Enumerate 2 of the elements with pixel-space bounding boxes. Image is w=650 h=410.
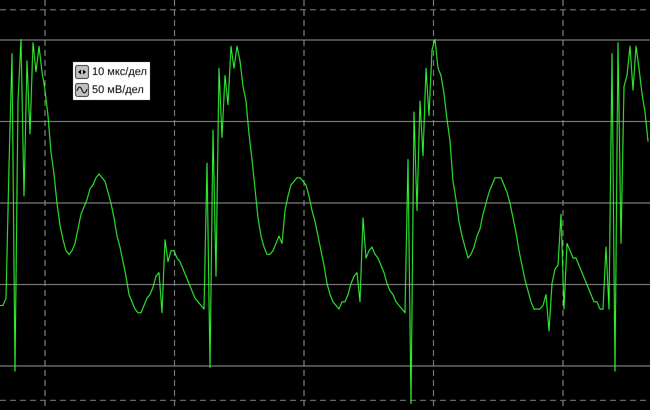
annotation: 10 мкс/дел — [92, 66, 147, 78]
annotation: 50 мВ/дел — [92, 84, 144, 96]
